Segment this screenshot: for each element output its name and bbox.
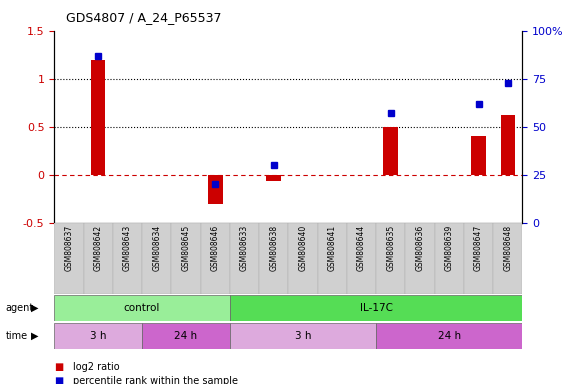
Bar — [376, 223, 405, 294]
Bar — [288, 223, 317, 294]
Bar — [54, 295, 230, 321]
Bar — [54, 223, 83, 294]
Text: time: time — [6, 331, 28, 341]
Text: GSM808647: GSM808647 — [474, 225, 483, 271]
Text: GSM808641: GSM808641 — [328, 225, 337, 271]
Text: GSM808643: GSM808643 — [123, 225, 132, 271]
Bar — [142, 223, 171, 294]
Text: GSM808644: GSM808644 — [357, 225, 366, 271]
Text: GSM808639: GSM808639 — [445, 225, 454, 271]
Text: 24 h: 24 h — [438, 331, 461, 341]
Bar — [464, 223, 493, 294]
Text: 24 h: 24 h — [174, 331, 198, 341]
Text: GSM808642: GSM808642 — [94, 225, 103, 271]
Text: control: control — [124, 303, 160, 313]
Text: ▶: ▶ — [31, 303, 39, 313]
Text: GSM808645: GSM808645 — [182, 225, 191, 271]
Bar — [317, 223, 347, 294]
Bar — [83, 223, 112, 294]
Bar — [230, 295, 522, 321]
Text: GSM808648: GSM808648 — [503, 225, 512, 271]
Bar — [54, 323, 142, 349]
Bar — [376, 323, 522, 349]
Bar — [267, 175, 281, 182]
Text: GSM808646: GSM808646 — [211, 225, 220, 271]
Bar — [200, 223, 230, 294]
Text: percentile rank within the sample: percentile rank within the sample — [73, 376, 238, 384]
Text: GSM808638: GSM808638 — [269, 225, 278, 271]
Text: GSM808635: GSM808635 — [386, 225, 395, 271]
Text: ■: ■ — [54, 376, 63, 384]
Text: 3 h: 3 h — [90, 331, 106, 341]
Text: GSM808637: GSM808637 — [65, 225, 74, 271]
Text: ▶: ▶ — [31, 331, 39, 341]
Text: 3 h: 3 h — [295, 331, 311, 341]
Bar — [230, 223, 259, 294]
Text: GSM808636: GSM808636 — [416, 225, 425, 271]
Bar — [171, 223, 200, 294]
Bar — [230, 323, 376, 349]
Text: GSM808640: GSM808640 — [299, 225, 308, 271]
Bar — [501, 115, 515, 175]
Text: ■: ■ — [54, 362, 63, 372]
Text: agent: agent — [6, 303, 34, 313]
Bar — [435, 223, 464, 294]
Bar — [142, 323, 230, 349]
Text: GSM808633: GSM808633 — [240, 225, 249, 271]
Bar — [493, 223, 522, 294]
Bar — [405, 223, 435, 294]
Bar — [347, 223, 376, 294]
Bar — [208, 175, 223, 204]
Bar — [384, 127, 398, 175]
Text: GSM808634: GSM808634 — [152, 225, 161, 271]
Bar — [113, 223, 142, 294]
Bar — [259, 223, 288, 294]
Text: GDS4807 / A_24_P65537: GDS4807 / A_24_P65537 — [66, 12, 221, 25]
Text: IL-17C: IL-17C — [360, 303, 393, 313]
Bar — [91, 60, 106, 175]
Bar — [471, 136, 486, 175]
Text: log2 ratio: log2 ratio — [73, 362, 119, 372]
